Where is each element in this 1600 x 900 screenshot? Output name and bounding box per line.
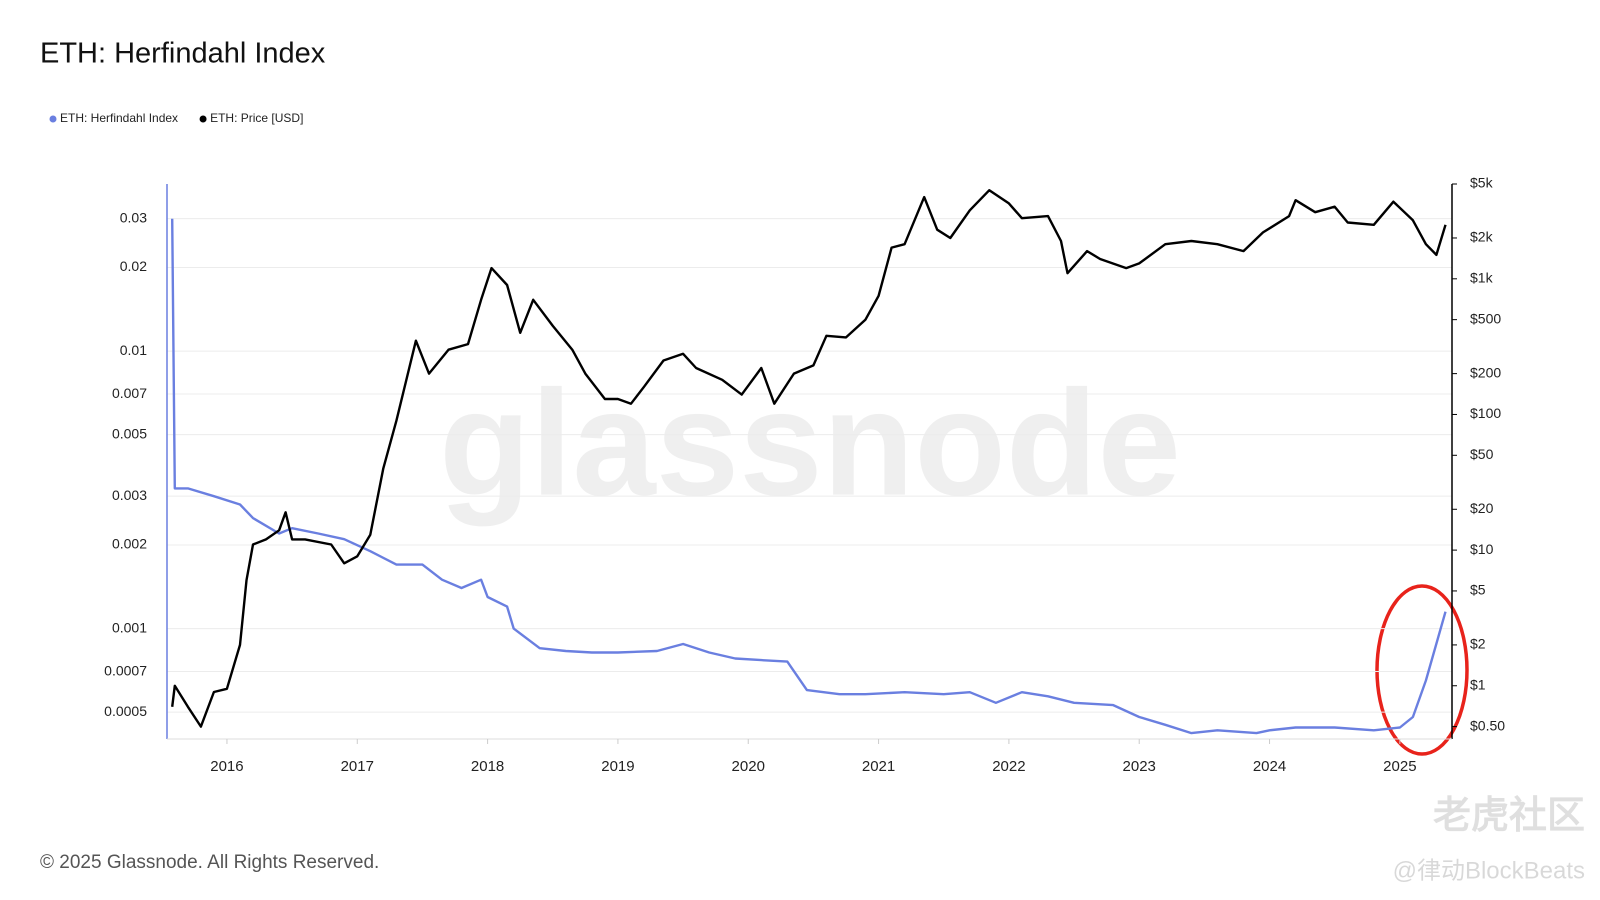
- y-tick-label: 0.002: [112, 536, 147, 552]
- y-tick-label: 0.0007: [104, 662, 147, 678]
- x-tick-label: 2020: [732, 758, 765, 775]
- footer: © 2025 Glassnode. All Rights Reserved.: [40, 852, 379, 873]
- legend-label: ETH: Herfindahl Index: [60, 111, 178, 125]
- watermark: glassnode: [439, 359, 1181, 527]
- y-tick-label: 0.0005: [104, 703, 147, 719]
- y-tick-label: 0.005: [112, 425, 147, 441]
- x-tick-label: 2023: [1123, 758, 1156, 775]
- y2-tick-label: $500: [1470, 310, 1501, 326]
- y2-tick-label: $2: [1470, 636, 1486, 652]
- y2-tick-label: $1: [1470, 676, 1486, 692]
- watermark: 老虎社区: [1433, 795, 1585, 837]
- x-tick-label: 2019: [601, 758, 634, 775]
- chart-title: ETH: Herfindahl Index: [40, 38, 326, 70]
- y2-tick-label: $5: [1470, 582, 1486, 598]
- y2-tick-label: $100: [1470, 405, 1501, 421]
- x-tick-label: 2016: [210, 758, 243, 775]
- series-line: [171, 189, 1447, 728]
- legend-swatch: [199, 115, 207, 123]
- highlight-circle: [1375, 584, 1469, 756]
- legend-label: ETH: Price [USD]: [210, 111, 303, 125]
- y2-tick-label: $1k: [1470, 270, 1494, 286]
- x-tick-label: 2024: [1253, 758, 1286, 775]
- x-tick-label: 2022: [992, 758, 1025, 775]
- y-tick-label: 0.003: [112, 487, 147, 503]
- y-tick-label: 0.03: [120, 209, 147, 225]
- legend: ETH: Herfindahl Index ETH: Price [USD]: [49, 111, 303, 125]
- y2-tick-label: $2k: [1470, 229, 1494, 245]
- y-tick-label: 0.01: [120, 342, 147, 358]
- x-tick-label: 2025: [1383, 758, 1416, 775]
- y2-tick-label: $10: [1470, 541, 1494, 557]
- y2-tick-label: $0.50: [1470, 717, 1505, 733]
- y2-tick-label: $20: [1470, 500, 1494, 516]
- y2-tick-label: $50: [1470, 446, 1494, 462]
- x-tick-label: 2021: [862, 758, 895, 775]
- y2-tick-label: $5k: [1470, 175, 1494, 191]
- watermark: @律动BlockBeats: [1393, 857, 1585, 884]
- legend-swatch: [49, 115, 57, 123]
- y-tick-label: 0.02: [120, 258, 147, 274]
- x-tick-label: 2018: [471, 758, 504, 775]
- y2-tick-label: $200: [1470, 364, 1501, 380]
- series-line: [171, 218, 1447, 735]
- y-tick-label: 0.007: [112, 385, 147, 401]
- y-tick-label: 0.001: [112, 619, 147, 635]
- x-tick-label: 2017: [341, 758, 374, 775]
